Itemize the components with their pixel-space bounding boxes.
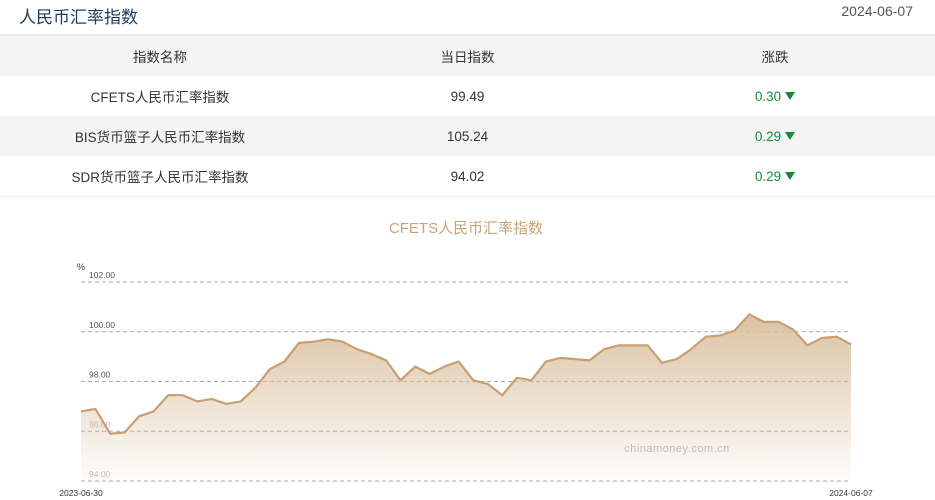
col-change: 涨跌: [761, 50, 789, 65]
y-axis-unit: %: [77, 262, 85, 272]
watermark: chinamoney.com.cn: [624, 443, 730, 455]
down-arrow-icon: [785, 131, 796, 140]
table-header: 指数名称 当日指数 涨跌: [0, 36, 935, 76]
index-name: SDR货币篮子人民币汇率指数: [71, 170, 249, 185]
table-row[interactable]: BIS货币篮子人民币汇率指数 105.24 0.29: [0, 116, 935, 156]
col-name: 指数名称: [133, 50, 187, 65]
chart-title: CFETS人民币汇率指数: [389, 220, 543, 237]
down-arrow-icon: [785, 171, 796, 180]
y-tick-label: 100.00: [89, 320, 115, 330]
area-fill: [81, 314, 851, 481]
col-value: 当日指数: [440, 50, 495, 65]
series-line: [80, 313, 852, 435]
y-tick-label: 102.00: [89, 270, 115, 280]
y-tick-label: 98.00: [89, 370, 111, 380]
index-table: 指数名称 当日指数 涨跌 CFETS人民币汇率指数 99.49 0.30 BIS…: [0, 34, 935, 197]
x-tick-start: 2023-06-30: [59, 488, 103, 498]
table-row[interactable]: SDR货币篮子人民币汇率指数 94.02 0.29: [0, 156, 935, 197]
cfets-chart: CFETS人民币汇率指数 % 102.00100.0098.0096.0094.…: [59, 220, 873, 498]
index-name: BIS货币篮子人民币汇率指数: [74, 130, 246, 145]
table-row[interactable]: CFETS人民币汇率指数 99.49 0.30: [0, 76, 935, 116]
index-change: 0.29: [754, 168, 782, 184]
date-label: 2024-06-07: [841, 3, 913, 19]
down-arrow-icon: [785, 91, 796, 100]
index-change: 0.29: [754, 128, 782, 144]
index-change: 0.30: [754, 88, 782, 104]
index-value: 94.02: [450, 168, 485, 184]
index-value: 99.49: [450, 88, 485, 104]
x-tick-end: 2024-06-07: [829, 488, 873, 498]
index-name: CFETS人民币汇率指数: [90, 90, 230, 105]
index-value: 105.24: [446, 128, 489, 144]
page-title: 人民币汇率指数: [19, 8, 138, 27]
